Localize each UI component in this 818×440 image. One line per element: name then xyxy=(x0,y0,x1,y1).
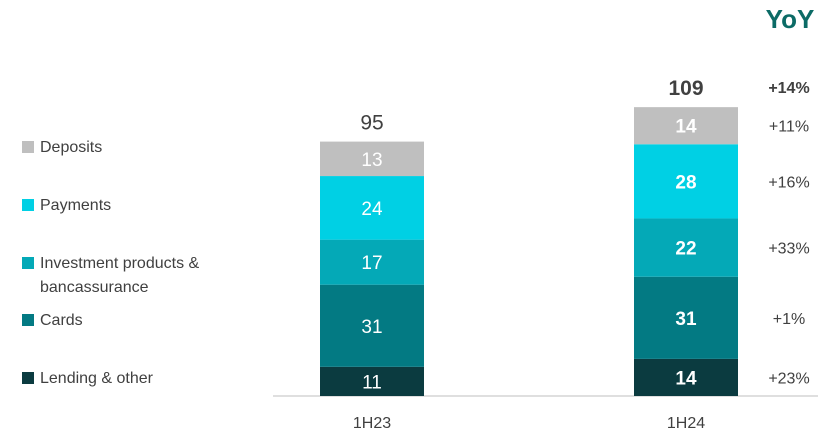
x-tick-label: 1H23 xyxy=(353,415,391,432)
bar-segment xyxy=(320,239,424,285)
legend-item: Cards xyxy=(22,312,83,329)
bar-value-label: 24 xyxy=(361,199,383,220)
legend-item: Lending & other xyxy=(22,370,154,387)
bar-value-label: 14 xyxy=(675,117,697,138)
bar-segment xyxy=(320,366,424,396)
bar-value-label: 28 xyxy=(675,172,696,193)
yoy-series-label: +1% xyxy=(773,311,805,328)
legend-item: Investment products & bancassurance xyxy=(22,255,200,296)
legend-item: Payments xyxy=(22,197,111,214)
yoy-total-label: +14% xyxy=(768,80,809,97)
yoy-series-label: +23% xyxy=(768,370,809,387)
bar-segment xyxy=(634,218,738,277)
bars: 11 31 17 24 13 95 1H23 14 31 22 28 14 109 1H24 xyxy=(320,77,738,432)
legend-swatch xyxy=(22,314,34,326)
yoy-header: YoY xyxy=(766,4,815,34)
bar-value-label: 31 xyxy=(361,317,382,338)
bar-value-label: 11 xyxy=(362,372,382,393)
bar-value-label: 14 xyxy=(675,368,697,389)
bar-total-label: 109 xyxy=(668,77,703,100)
bar-total-label: 95 xyxy=(360,112,383,135)
bar-value-label: 17 xyxy=(361,253,382,274)
bar-segment xyxy=(320,176,424,240)
bar-segment xyxy=(634,107,738,145)
bar-segment xyxy=(634,358,738,396)
bar-value-label: 31 xyxy=(675,309,697,330)
yoy-column: +14% +23% +1% +33% +16% +11% xyxy=(768,80,809,387)
bar-value-label: 13 xyxy=(361,150,382,171)
legend: Deposits Payments Investment products & ban… xyxy=(22,139,200,387)
bar-segment xyxy=(634,144,738,219)
legend-item: Deposits xyxy=(22,139,102,156)
legend-label: Cards xyxy=(40,312,83,329)
legend-label: Lending & other xyxy=(40,370,154,387)
legend-label: Investment products & bancassurance xyxy=(40,255,200,296)
legend-swatch xyxy=(22,199,34,211)
legend-label: Payments xyxy=(40,197,111,214)
x-tick-label: 1H24 xyxy=(667,415,705,432)
yoy-series-label: +11% xyxy=(769,119,809,136)
legend-swatch xyxy=(22,141,34,153)
yoy-series-label: +16% xyxy=(768,174,809,191)
bar-segment xyxy=(634,276,738,359)
bar-segment xyxy=(320,141,424,177)
bar-value-label: 22 xyxy=(675,239,696,260)
yoy-series-label: +33% xyxy=(768,241,809,258)
bar-segment xyxy=(320,284,424,367)
legend-swatch xyxy=(22,257,34,269)
legend-label: Deposits xyxy=(40,139,102,156)
legend-swatch xyxy=(22,372,34,384)
